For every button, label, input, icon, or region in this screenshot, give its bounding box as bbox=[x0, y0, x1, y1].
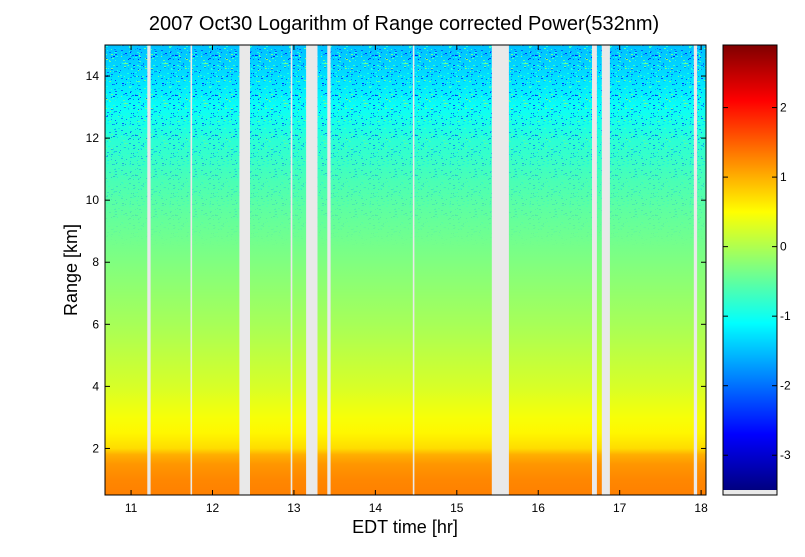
data-gap bbox=[239, 45, 250, 495]
data-gap bbox=[306, 45, 318, 495]
y-tick-label: 4 bbox=[92, 379, 99, 393]
data-gap bbox=[190, 45, 193, 495]
colorbar: 2 1 0 -1 -2 -3 bbox=[722, 44, 791, 496]
y-axis-label: Range [km] bbox=[61, 224, 81, 316]
data-gap bbox=[147, 45, 151, 495]
y-tick-label: 12 bbox=[86, 131, 100, 145]
x-tick-label: 17 bbox=[613, 501, 627, 515]
x-tick-label: 14 bbox=[369, 501, 383, 515]
colorbar-tick-label: -3 bbox=[780, 448, 791, 462]
data-gap bbox=[327, 45, 331, 495]
colorbar-axis: 2 1 0 -1 -2 -3 bbox=[723, 101, 791, 462]
colorbar-tick-label: -1 bbox=[780, 309, 791, 323]
data-gap bbox=[592, 45, 597, 495]
data-gap bbox=[693, 45, 698, 495]
colorbar-bottom-strip bbox=[723, 490, 777, 495]
x-axis: 11 12 13 14 15 16 17 18 bbox=[125, 45, 708, 515]
y-tick-label: 2 bbox=[92, 441, 99, 455]
data-gaps bbox=[147, 45, 698, 495]
x-tick-label: 13 bbox=[287, 501, 301, 515]
plot-area bbox=[105, 45, 706, 495]
colorbar-tick-label: -2 bbox=[780, 379, 791, 393]
y-tick-label: 8 bbox=[92, 255, 99, 269]
colorbar-box bbox=[722, 44, 778, 496]
x-tick-label: 18 bbox=[694, 501, 708, 515]
heatmap-noise-texture bbox=[105, 45, 706, 495]
data-gap bbox=[601, 45, 610, 495]
x-tick-label: 12 bbox=[206, 501, 220, 515]
y-axis: 2 4 6 8 10 12 14 bbox=[86, 69, 706, 455]
plot-axes-box bbox=[104, 44, 707, 496]
chart-title: 2007 Oct30 Logarithm of Range corrected … bbox=[149, 13, 659, 35]
y-tick-label: 14 bbox=[86, 69, 100, 83]
data-gap bbox=[290, 45, 293, 495]
x-tick-label: 16 bbox=[532, 501, 546, 515]
x-tick-label: 11 bbox=[125, 501, 138, 515]
colorbar-tick-label: 1 bbox=[780, 170, 787, 184]
data-gap bbox=[412, 45, 415, 495]
colorbar-tick-label: 2 bbox=[780, 101, 787, 115]
colorbar-tick-label: 0 bbox=[780, 240, 787, 254]
x-tick-label: 15 bbox=[450, 501, 464, 515]
x-axis-label: EDT time [hr] bbox=[352, 517, 458, 537]
y-tick-label: 6 bbox=[92, 317, 99, 331]
colorbar-fill bbox=[723, 45, 777, 490]
data-gap bbox=[491, 45, 509, 495]
y-tick-label: 10 bbox=[86, 193, 100, 207]
